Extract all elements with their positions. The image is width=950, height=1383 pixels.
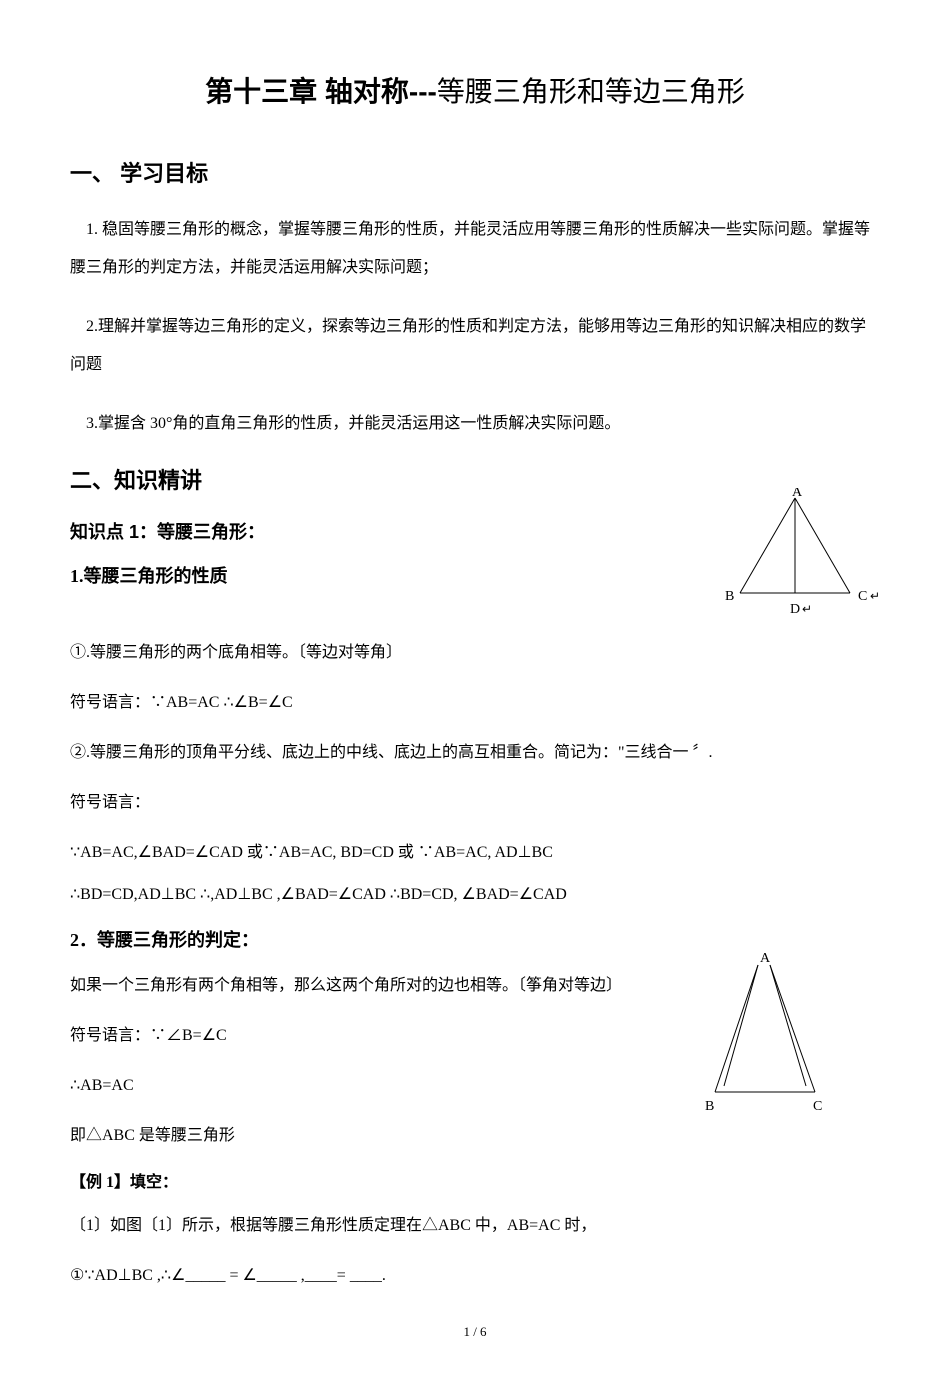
page-number: 1 / 6 [70,1322,880,1343]
document-title: 第十三章 轴对称---等腰三角形和等边三角形 [70,70,880,116]
example1-q1: 〔1〕如图〔1〕所示，根据等腰三角形性质定理在△ABC 中，AB=AC 时， [70,1210,880,1242]
label-b: B [725,589,734,604]
label-a2: A [760,951,771,966]
formula2: ∴BD=CD,AD⊥BC ∴,AD⊥BC ,∠BAD=∠CAD ∴BD=CD, … [70,879,880,911]
objective-1: 1. 稳固等腰三角形的概念，掌握等腰三角形的性质，并能灵活应用等腰三角形的性质解… [70,211,880,288]
label-c2: C [813,1099,822,1114]
triangle-svg-1: A B C ↵ D ↵ [720,488,880,628]
objective-2: 2.理解并掌握等边三角形的定义，探索等边三角形的性质和判定方法，能够用等边三角形… [70,308,880,385]
label-cursor1: ↵ [870,589,880,603]
label-cursor2: ↵ [802,602,812,616]
triangle-diagram-1: A B C ↵ D ↵ [720,488,880,637]
example1-title: 【例 1】填空： [70,1170,880,1196]
triangle-diagram-2: A B C [700,950,830,1129]
label-c: C [858,589,867,604]
triangle-svg-2: A B C [700,950,830,1120]
label-a: A [792,488,803,500]
property1-symbol1: 符号语言：∵AB=AC ∴∠B=∠C [70,687,880,719]
formula1: ∵AB=AC,∠BAD=∠CAD 或∵AB=AC, BD=CD 或 ∵AB=AC… [70,837,880,869]
example1-q1-sub: ①∵AD⊥BC ,∴∠_____ = ∠_____ ,____= ____. [70,1260,880,1292]
label-d: D [790,602,800,617]
section1-heading: 一、 学习目标 [70,156,880,191]
property1-item2: ②.等腰三角形的顶角平分线、底边上的中线、底边上的高互相重合。简记为："三线合一… [70,737,880,769]
property1-item1: ①.等腰三角形的两个底角相等。〔等边对等角〕 [70,637,880,669]
title-normal: 等腰三角形和等边三角形 [437,77,745,108]
objective-3: 3.掌握含 30°角的直角三角形的性质，并能灵活运用这一性质解决实际问题。 [70,405,880,443]
label-b2: B [705,1099,714,1114]
title-bold: 第十三章 轴对称--- [205,76,437,107]
property1-symbol2: 符号语言： [70,787,880,819]
